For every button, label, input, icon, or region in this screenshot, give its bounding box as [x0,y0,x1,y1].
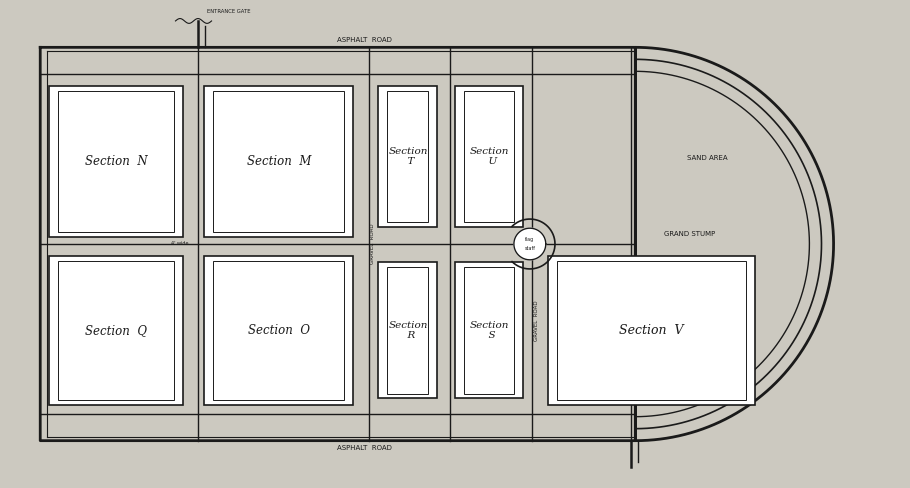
Bar [455,86,522,227]
Text: Section
  U: Section U [470,147,509,166]
Bar [388,90,428,223]
Bar [49,256,183,405]
Bar [388,266,428,394]
Text: Section
  S: Section S [470,321,509,340]
Bar [205,256,353,405]
Bar [205,86,353,237]
Bar [548,256,755,405]
Text: GRAND STUMP: GRAND STUMP [663,231,715,237]
Bar [557,261,746,400]
Bar [379,86,437,227]
Text: Section  Q: Section Q [85,324,147,337]
Bar [464,266,513,394]
Text: Section  O: Section O [248,324,310,337]
Text: Section  N: Section N [85,155,147,168]
Bar [213,90,344,232]
Text: ASPHALT  ROAD: ASPHALT ROAD [338,445,392,451]
Bar [379,262,437,399]
Polygon shape [514,228,546,260]
Text: SAND AREA: SAND AREA [687,155,728,161]
Text: Section  V: Section V [620,324,683,337]
Bar [58,261,174,400]
Bar [464,90,513,223]
Text: staff: staff [524,246,535,251]
Bar [58,90,174,232]
Bar [455,262,522,399]
Text: ASPHALT  ROAD: ASPHALT ROAD [338,37,392,43]
Text: Section
  R: Section R [389,321,428,340]
Text: GRAVEL  ROAD: GRAVEL ROAD [369,224,375,264]
Text: GRAVEL  ROAD: GRAVEL ROAD [533,301,539,341]
Bar [213,261,344,400]
Text: flag: flag [525,237,534,242]
Text: Section
  T: Section T [389,147,428,166]
Text: Section  M: Section M [247,155,311,168]
Bar [49,86,183,237]
Text: 4' wide: 4' wide [171,242,188,246]
Text: ENTRANCE GATE: ENTRANCE GATE [207,9,250,14]
